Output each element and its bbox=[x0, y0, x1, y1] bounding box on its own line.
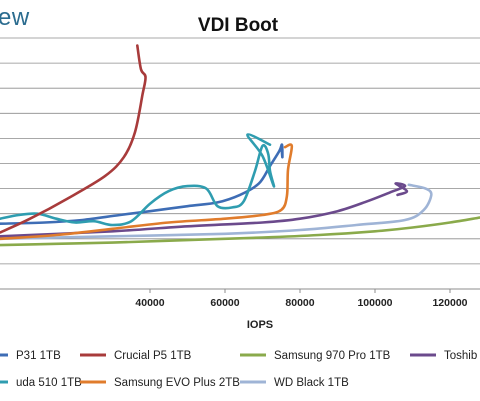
x-tick-label: 60000 bbox=[210, 297, 239, 309]
legend-label: Crucial P5 1TB bbox=[114, 350, 192, 362]
x-tick-label: 120000 bbox=[432, 297, 467, 309]
chart-title: VDI Boot bbox=[198, 15, 279, 36]
legend-item: P31 1TB bbox=[0, 350, 61, 362]
legend: P31 1TB Crucial P5 1TB Samsung 970 Pro 1TB… bbox=[0, 350, 477, 389]
legend-label: uda 510 1TB bbox=[16, 377, 82, 389]
series-line-p31-1tb bbox=[0, 143, 284, 225]
series-line-samsung-970-pro-1tb bbox=[0, 216, 480, 247]
x-tick-label: 40000 bbox=[135, 297, 164, 309]
series-line-uda-510-1tb bbox=[0, 133, 276, 227]
gridlines bbox=[0, 37, 480, 265]
legend-item: uda 510 1TB bbox=[0, 377, 82, 389]
x-tick-label: 100000 bbox=[357, 297, 392, 309]
legend-item: Samsung EVO Plus 2TB bbox=[80, 377, 240, 389]
x-axis-label: IOPS bbox=[247, 319, 273, 331]
legend-label: P31 1TB bbox=[16, 350, 61, 362]
legend-label: Samsung 970 Pro 1TB bbox=[274, 350, 391, 362]
series-lines bbox=[0, 44, 480, 247]
series-line-samsung-evo-plus-2tb bbox=[0, 143, 294, 241]
legend-label: Toshib bbox=[444, 350, 477, 362]
brand-logo: ew bbox=[0, 4, 30, 31]
legend-item: Samsung 970 Pro 1TB bbox=[240, 350, 391, 362]
series-line-wd-black-1tb bbox=[0, 183, 433, 241]
legend-item: Crucial P5 1TB bbox=[80, 350, 192, 362]
legend-item: WD Black 1TB bbox=[240, 377, 349, 389]
legend-label: Samsung EVO Plus 2TB bbox=[114, 377, 240, 389]
legend-label: WD Black 1TB bbox=[274, 377, 349, 389]
legend-item: Toshib bbox=[410, 350, 477, 362]
series-line-toshiba bbox=[0, 182, 409, 238]
series-line-crucial-p5-1tb bbox=[0, 44, 147, 234]
x-tick-label: 80000 bbox=[285, 297, 314, 309]
x-axis: 40000 60000 80000 100000 120000 bbox=[0, 288, 480, 309]
